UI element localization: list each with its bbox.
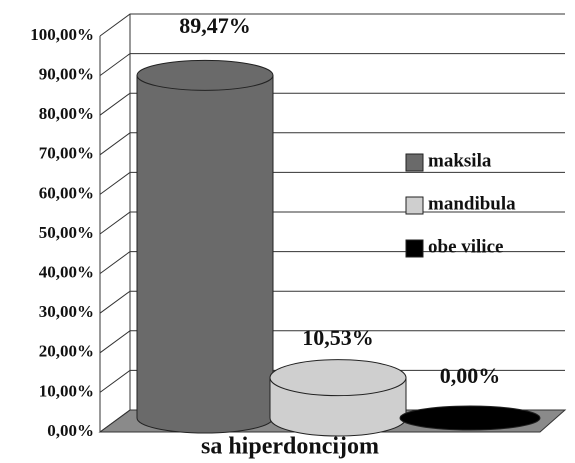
grid-line <box>99 132 565 156</box>
legend-swatch <box>405 196 424 215</box>
y-tick-label: 70,00% <box>39 144 94 163</box>
y-tick-label: 100,00% <box>30 25 94 44</box>
y-tick-label: 60,00% <box>39 183 94 202</box>
grid-line <box>99 290 565 314</box>
legend-label: obe vilice <box>428 236 503 257</box>
y-tick-label: 40,00% <box>39 263 94 282</box>
cylinder-bar <box>136 59 274 434</box>
grid-line <box>99 171 565 195</box>
y-tick-label: 50,00% <box>39 223 94 242</box>
y-tick-label: 0,00% <box>47 421 94 440</box>
legend-swatch <box>405 239 424 258</box>
cylinder-top <box>269 359 407 397</box>
y-tick-label: 90,00% <box>39 65 94 84</box>
y-tick-label: 10,00% <box>39 381 94 400</box>
cylinder-bar <box>269 359 407 437</box>
legend-label: mandibula <box>428 193 516 214</box>
cylinder-top <box>136 59 274 91</box>
cylinder-top <box>399 405 541 431</box>
value-label: 10,53% <box>302 325 374 350</box>
y-tick-label: 80,00% <box>39 104 94 123</box>
cylinder-bar <box>399 405 541 431</box>
value-label: 0,00% <box>440 363 501 388</box>
y-tick-label: 30,00% <box>39 302 94 321</box>
grid-line <box>99 92 565 116</box>
legend-label: maksila <box>428 150 492 171</box>
cylinder-body <box>136 74 274 434</box>
grid-line <box>99 13 565 37</box>
grid-line <box>99 369 565 393</box>
grid-line <box>99 53 565 77</box>
x-tick-label: sa hiperdoncijom <box>201 434 379 460</box>
value-label: 89,47% <box>179 13 251 38</box>
grid-line <box>99 330 565 354</box>
y-tick-label: 20,00% <box>39 342 94 361</box>
legend-swatch <box>405 153 424 172</box>
